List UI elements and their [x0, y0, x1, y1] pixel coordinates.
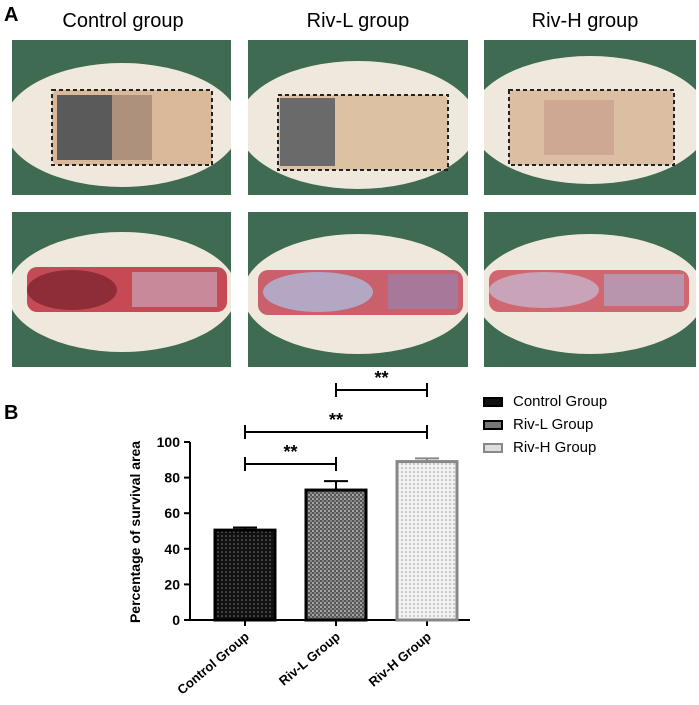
x-tick-label: Riv-H Group [366, 629, 434, 690]
legend-swatch-control [483, 396, 503, 407]
photo-riv-h-underside [484, 212, 696, 367]
photo-riv-l-underside [248, 212, 468, 367]
panel-b-label: B [4, 402, 19, 424]
y-tick-label: 80 [164, 470, 180, 486]
y-tick-label: 100 [157, 434, 181, 450]
y-tick-label: 40 [164, 541, 180, 557]
legend-item: Control Group [483, 390, 607, 413]
photo-riv-l-skin [248, 40, 468, 195]
legend-label: Riv-H Group [513, 439, 597, 456]
bar [213, 528, 277, 622]
significance-label: ** [283, 442, 297, 462]
legend-item: Riv-H Group [483, 436, 607, 459]
legend-item: Riv-L Group [483, 413, 607, 436]
group-title-control: Control group [62, 10, 184, 32]
photo-riv-h-skin [484, 40, 696, 195]
y-tick-label: 20 [164, 576, 180, 592]
significance-brackets: ** ** ** [244, 370, 428, 471]
chart-bars [213, 457, 459, 622]
significance-label: ** [374, 370, 388, 388]
group-title-riv-l: Riv-L group [306, 10, 410, 32]
significance-label: ** [329, 410, 343, 430]
legend-swatch-riv-h [483, 442, 503, 453]
panel-a-label: A [4, 4, 19, 26]
x-tick-label: Control Group [174, 629, 252, 698]
photo-control-underside [12, 212, 231, 367]
group-title-riv-h: Riv-H group [531, 10, 639, 32]
y-tick-label: 60 [164, 505, 180, 521]
legend-label: Riv-L Group [513, 416, 594, 433]
legend-label: Control Group [513, 393, 608, 410]
bar [395, 460, 459, 622]
chart-legend: Control Group Riv-L Group Riv-H Group [483, 390, 607, 459]
bar [304, 488, 368, 622]
bar-chart: 0 20 40 60 80 100 Control Group Riv-L Group Riv-… [127, 370, 470, 698]
photo-control-skin [12, 40, 231, 195]
x-tick-label: Riv-L Group [276, 629, 343, 689]
legend-swatch-riv-l [483, 419, 503, 430]
y-tick-label: 0 [172, 612, 180, 628]
y-axis-label: Percentage of survival area [127, 441, 143, 623]
